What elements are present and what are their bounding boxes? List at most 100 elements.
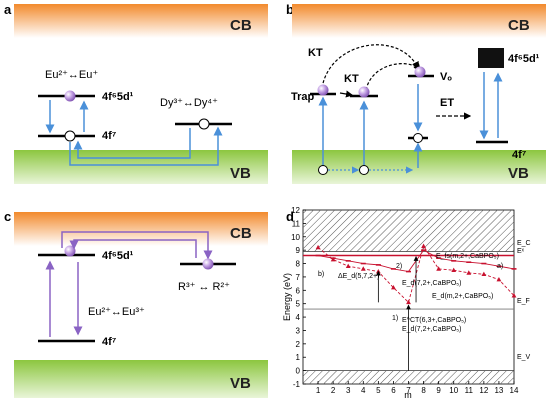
panel-c-trap-path (61, 231, 213, 260)
series-2-point (511, 268, 517, 270)
y-tick-label: 2 (296, 340, 301, 349)
series-1-point (360, 266, 366, 271)
panel-a-hole-path (69, 126, 223, 166)
ann-2: 2) (396, 263, 402, 270)
panel-c-eu-pair: Eu²⁺↔Eu³⁺ (88, 306, 145, 318)
y-tick-label: 11 (292, 219, 301, 228)
panel-c-label: c (4, 209, 11, 224)
series-1-point (466, 270, 472, 275)
y-tick-label: 9 (296, 246, 301, 255)
panel-c-release-path (69, 239, 197, 258)
ref-ex-label: Eˣ (517, 248, 525, 255)
series-2-point (330, 257, 336, 259)
y-tick-label: -1 (293, 380, 301, 389)
series-2-point (406, 270, 411, 273)
x-tick-label: 9 (436, 386, 441, 395)
series-1-point (330, 256, 336, 262)
ref-ev-label: E_V (517, 354, 531, 361)
panel-a-4f-label: 4f⁷ (102, 130, 117, 142)
series-1-point (421, 243, 426, 248)
series-1-point (345, 263, 351, 269)
chart-ylabel: Energy (eV) (282, 273, 292, 321)
ann-delta: ΔE_d(5,7,2+) (338, 273, 379, 280)
panel-a-dy-pair: Dy³⁺↔Dy⁴⁺ (160, 97, 218, 109)
series-2-point (360, 262, 366, 265)
panel-a-vb-band (14, 150, 268, 184)
x-tick-label: 10 (449, 386, 458, 395)
ann-a: a) (497, 263, 503, 270)
vb-hatch-region (303, 370, 514, 384)
y-tick-label: 0 (296, 367, 301, 376)
ann-ed7: E_d(7,2+,CaBPO₅) (402, 280, 461, 287)
series-1-point (436, 266, 442, 271)
panel-c-cb-label: CB (230, 225, 252, 242)
panel-b-et-label: ET (440, 97, 454, 109)
panel-c-r-electron (202, 258, 214, 270)
panel-b-kt1-arrow (321, 44, 419, 89)
series-2-point (345, 260, 351, 262)
x-tick-label: 8 (421, 386, 426, 395)
x-tick-label: 4 (361, 386, 366, 395)
panel-b-trap-label: Trap (291, 91, 315, 103)
y-tick-label: 1 (296, 353, 301, 362)
series-2-point (496, 265, 502, 268)
y-tick-label: 3 (296, 326, 301, 335)
series-2-point (481, 262, 487, 265)
ann-ect: E^CT(6,3+,CaBPO₅) (402, 317, 466, 324)
series-1-point (496, 277, 502, 282)
y-tick-label: 12 (291, 206, 300, 215)
x-tick-label: 11 (465, 386, 474, 395)
panel-c-vb-label: VB (230, 375, 251, 392)
x-tick-label: 2 (331, 386, 336, 395)
panel-b-trap-electron (317, 84, 329, 96)
panel-b-vo-electron (414, 66, 426, 78)
panel-a-label: a (4, 2, 12, 17)
x-tick-label: 13 (494, 386, 503, 395)
panel-a-eu-pair: Eu²⁺↔Eu⁺ (45, 69, 98, 81)
panel-b-kt2-label: KT (344, 73, 359, 85)
ann-efs: E_fs(m,2+,CaBPO₅) (436, 253, 499, 260)
series-2-point (375, 264, 381, 266)
series-1-point (406, 299, 411, 305)
series-1-point (315, 244, 321, 250)
ref-ef-label: E_F (517, 298, 530, 305)
panel-b-vb-label: VB (508, 165, 529, 182)
panel-b-label: b (286, 2, 294, 17)
panel-b-trap2-electron (358, 86, 370, 98)
y-tick-label: 6 (296, 286, 301, 295)
panel-c-vb-band (14, 360, 268, 398)
panel-b-cb-label: CB (508, 17, 530, 34)
series-2-point (390, 268, 396, 270)
ann-1: 1) (392, 315, 398, 322)
panel-a-cb-band (14, 4, 268, 38)
x-tick-label: 7 (406, 386, 411, 395)
chart-xlabel: m (404, 390, 412, 400)
panel-b-5d-label: 4f⁶5d¹ (508, 53, 540, 65)
panel-b-vb-hole2 (359, 165, 369, 175)
series-2-point (421, 249, 427, 251)
ann-ed72: E_d(7,2+,CaBPO₅) (402, 326, 461, 333)
ref-ec-label: E_C (517, 240, 531, 247)
panel-b-mid-hole (413, 133, 423, 143)
panel-b-kt1-label: KT (308, 47, 323, 59)
panel-a-electron (64, 90, 76, 102)
panel-c: c CB VB 4f⁶5d¹ 4f⁷ Eu²⁺↔Eu³⁺ R³⁺ ↔ R²⁺ (4, 209, 268, 398)
panel-d-label: d (286, 209, 294, 224)
y-tick-label: 8 (296, 260, 301, 269)
ann-ed: E_d(m,2+,CaBPO₅) (432, 293, 493, 300)
series-2-point (436, 257, 442, 259)
y-tick-label: 7 (296, 273, 301, 282)
x-tick-label: 12 (479, 386, 488, 395)
x-tick-label: 1 (316, 386, 321, 395)
series-1-point (391, 285, 396, 290)
panel-d: d 1 2 3 4 5 6 7 8 9 10 11 12 13 14-10123456789101112 … (282, 206, 531, 400)
panel-a: a CB VB Eu²⁺↔Eu⁺ Dy³⁺↔Dy⁴⁺ 4f⁶5d¹ 4f⁷ (4, 2, 268, 184)
y-tick-label: 5 (296, 300, 301, 309)
panel-a-cb-label: CB (230, 17, 252, 34)
y-tick-label: 10 (291, 233, 300, 242)
series-2-point (451, 260, 457, 262)
series-1-point (481, 271, 487, 277)
panel-b-kt2-arrow (365, 63, 421, 91)
